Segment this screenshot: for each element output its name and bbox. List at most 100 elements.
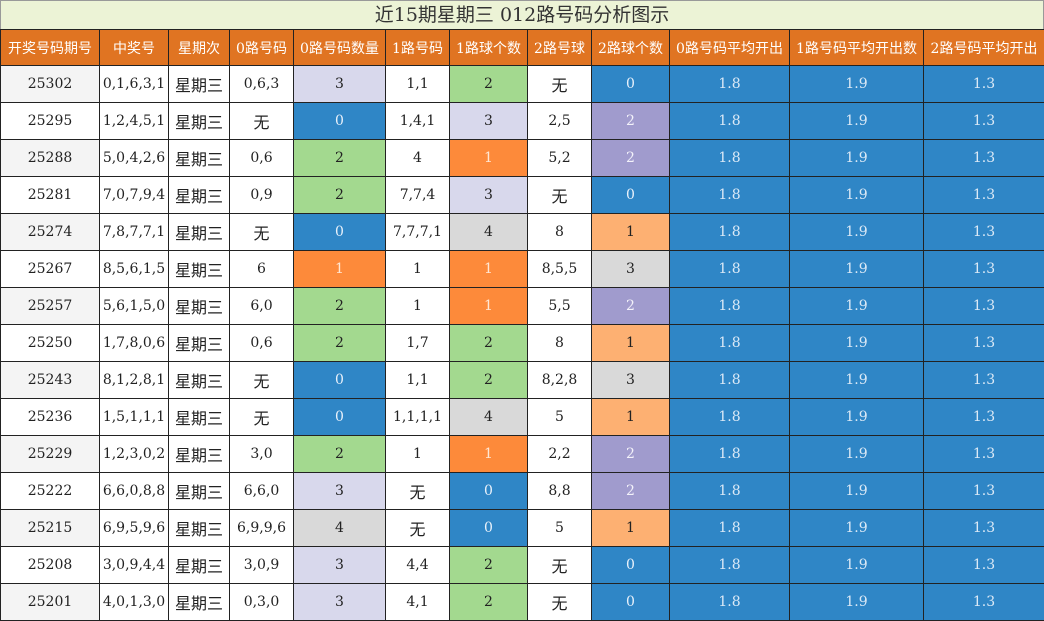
cell-period: 25222	[1, 473, 100, 510]
cell-route2-numbers: 5,5	[528, 288, 592, 325]
cell-route1-count: 2	[450, 66, 528, 103]
cell-route1-count: 0	[450, 473, 528, 510]
cell-numbers: 1,2,3,0,2	[100, 436, 169, 473]
cell-route2-average: 1.3	[924, 66, 1044, 103]
cell-route1-average: 1.9	[790, 436, 924, 473]
cell-route0-count: 2	[294, 325, 386, 362]
cell-route1-average: 1.9	[790, 214, 924, 251]
cell-route1-average: 1.9	[790, 399, 924, 436]
cell-route2-count: 0	[592, 584, 670, 621]
column-header: 1路号码平均开出数	[790, 30, 924, 66]
cell-route0-numbers: 0,6	[230, 325, 294, 362]
cell-route1-numbers: 4,1	[386, 584, 450, 621]
cell-numbers: 6,6,0,8,8	[100, 473, 169, 510]
cell-weekday: 星期三	[169, 251, 230, 288]
cell-period: 25267	[1, 251, 100, 288]
cell-route1-numbers: 7,7,4	[386, 177, 450, 214]
column-header: 2路号球	[528, 30, 592, 66]
cell-weekday: 星期三	[169, 177, 230, 214]
header-row: 开奖号码期号 中奖号 星期次 0路号码 0路号码数量 1路号码 1路球个数 2路…	[1, 30, 1044, 66]
cell-route2-numbers: 8,5,5	[528, 251, 592, 288]
cell-weekday: 星期三	[169, 473, 230, 510]
cell-route1-average: 1.9	[790, 140, 924, 177]
cell-numbers: 1,7,8,0,6	[100, 325, 169, 362]
cell-route1-average: 1.9	[790, 66, 924, 103]
cell-weekday: 星期三	[169, 214, 230, 251]
cell-route1-numbers: 1,1,1,1	[386, 399, 450, 436]
cell-numbers: 3,0,9,4,4	[100, 547, 169, 584]
cell-route0-average: 1.8	[670, 325, 790, 362]
cell-route2-average: 1.3	[924, 584, 1044, 621]
cell-route1-numbers: 1,1	[386, 362, 450, 399]
column-header: 星期次	[169, 30, 230, 66]
cell-period: 25243	[1, 362, 100, 399]
column-header: 2路球个数	[592, 30, 670, 66]
cell-route0-numbers: 0,6	[230, 140, 294, 177]
cell-numbers: 5,6,1,5,0	[100, 288, 169, 325]
cell-route0-numbers: 无	[230, 399, 294, 436]
cell-route1-count: 2	[450, 325, 528, 362]
cell-route2-average: 1.3	[924, 399, 1044, 436]
cell-route1-count: 4	[450, 399, 528, 436]
cell-route2-numbers: 8	[528, 214, 592, 251]
cell-route0-numbers: 无	[230, 214, 294, 251]
cell-route0-average: 1.8	[670, 547, 790, 584]
cell-route0-numbers: 0,9	[230, 177, 294, 214]
cell-route1-numbers: 4	[386, 140, 450, 177]
cell-weekday: 星期三	[169, 66, 230, 103]
cell-numbers: 8,5,6,1,5	[100, 251, 169, 288]
cell-route2-numbers: 8,8	[528, 473, 592, 510]
cell-route1-average: 1.9	[790, 473, 924, 510]
cell-route2-numbers: 2,2	[528, 436, 592, 473]
cell-route0-average: 1.8	[670, 140, 790, 177]
cell-numbers: 4,0,1,3,0	[100, 584, 169, 621]
cell-route2-numbers: 2,5	[528, 103, 592, 140]
cell-route0-average: 1.8	[670, 103, 790, 140]
cell-route0-average: 1.8	[670, 177, 790, 214]
cell-route2-count: 3	[592, 362, 670, 399]
cell-weekday: 星期三	[169, 584, 230, 621]
cell-route1-average: 1.9	[790, 510, 924, 547]
cell-route0-numbers: 6	[230, 251, 294, 288]
cell-route2-count: 1	[592, 214, 670, 251]
cell-route2-count: 2	[592, 288, 670, 325]
cell-route0-numbers: 3,0	[230, 436, 294, 473]
cell-route1-numbers: 1,7	[386, 325, 450, 362]
cell-route0-count: 2	[294, 140, 386, 177]
cell-weekday: 星期三	[169, 140, 230, 177]
cell-weekday: 星期三	[169, 325, 230, 362]
cell-period: 25201	[1, 584, 100, 621]
cell-route2-count: 2	[592, 436, 670, 473]
column-header: 中奖号	[100, 30, 169, 66]
cell-numbers: 6,9,5,9,6	[100, 510, 169, 547]
cell-weekday: 星期三	[169, 436, 230, 473]
cell-route0-numbers: 0,6,3	[230, 66, 294, 103]
cell-route2-numbers: 无	[528, 177, 592, 214]
cell-route0-average: 1.8	[670, 214, 790, 251]
cell-route0-numbers: 0,3,0	[230, 584, 294, 621]
cell-route0-numbers: 无	[230, 103, 294, 140]
cell-period: 25250	[1, 325, 100, 362]
cell-route0-numbers: 3,0,9	[230, 547, 294, 584]
cell-weekday: 星期三	[169, 547, 230, 584]
cell-route2-count: 2	[592, 473, 670, 510]
cell-period: 25288	[1, 140, 100, 177]
cell-route0-count: 0	[294, 362, 386, 399]
cell-route1-average: 1.9	[790, 251, 924, 288]
cell-route2-numbers: 无	[528, 547, 592, 584]
cell-route0-count: 2	[294, 177, 386, 214]
cell-route0-count: 1	[294, 251, 386, 288]
cell-route1-average: 1.9	[790, 325, 924, 362]
cell-numbers: 5,0,4,2,6	[100, 140, 169, 177]
cell-period: 25281	[1, 177, 100, 214]
cell-route0-average: 1.8	[670, 436, 790, 473]
